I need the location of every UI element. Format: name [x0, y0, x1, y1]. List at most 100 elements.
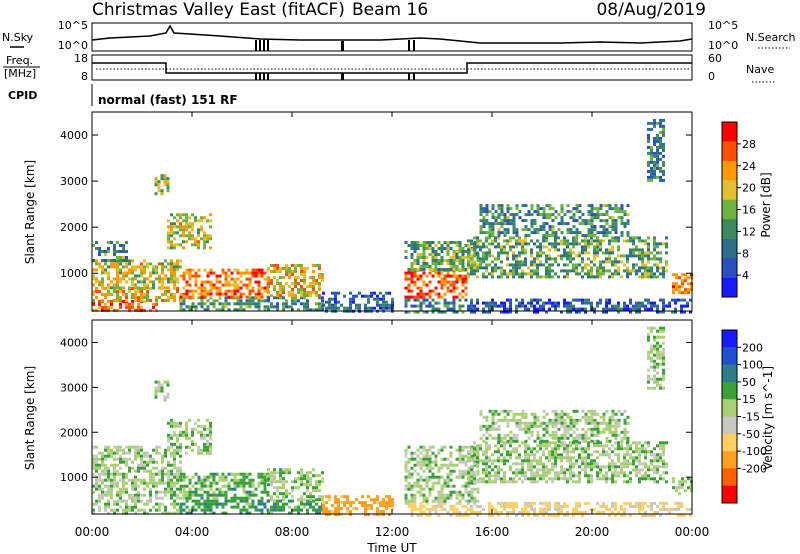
heatmap-cell	[116, 481, 119, 485]
heatmap-cell	[476, 275, 479, 279]
heatmap-cell	[533, 222, 537, 226]
nsky-label: N.Sky	[2, 31, 34, 44]
heatmap-cell	[518, 510, 521, 514]
heatmap-cell	[458, 268, 462, 271]
heatmap-cell	[176, 466, 179, 470]
heatmap-cell	[687, 291, 690, 295]
heatmap-cell	[563, 456, 566, 460]
heatmap-cell	[503, 310, 506, 314]
heatmap-cell	[318, 302, 321, 306]
heatmap-cell	[644, 453, 647, 457]
heatmap-cell	[197, 243, 200, 247]
heatmap-cell	[197, 274, 201, 278]
heatmap-cell	[551, 436, 555, 440]
heatmap-cell	[497, 412, 501, 416]
heatmap-cell	[410, 268, 414, 271]
heatmap-cell	[659, 501, 662, 505]
heatmap-cell	[687, 276, 690, 280]
heatmap-cell	[452, 253, 456, 256]
heatmap-cell	[599, 231, 603, 235]
heatmap-cell	[488, 444, 491, 448]
heatmap-cell	[488, 231, 492, 235]
heatmap-cell	[665, 245, 668, 249]
heatmap-cell	[188, 234, 191, 238]
heatmap-cell	[593, 412, 597, 416]
heatmap-cell	[179, 448, 182, 452]
heatmap-cell	[596, 433, 600, 437]
heatmap-cell	[95, 287, 98, 290]
heatmap-cell	[224, 484, 228, 488]
heatmap-cell	[179, 505, 183, 509]
heatmap-cell	[644, 239, 647, 243]
heatmap-cell	[428, 244, 432, 247]
heatmap-cell	[206, 451, 209, 455]
heatmap-cell	[318, 305, 321, 309]
heatmap-cell	[306, 486, 309, 490]
heatmap-cell	[167, 296, 170, 299]
heatmap-cell	[428, 253, 432, 256]
heatmap-cell	[197, 234, 200, 238]
heatmap-cell	[125, 508, 128, 512]
heatmap-cell	[491, 272, 494, 276]
heatmap-cell	[107, 308, 110, 312]
heatmap-cell	[662, 307, 665, 311]
heatmap-cell	[623, 239, 626, 243]
heatmap-cell	[533, 219, 537, 223]
nsky-panel-frame	[91, 22, 693, 52]
heatmap-cell	[101, 460, 104, 464]
heatmap-cell	[137, 469, 140, 473]
heatmap-cell	[346, 306, 349, 310]
heatmap-cell	[554, 477, 557, 481]
heatmap-cell	[578, 504, 581, 508]
heatmap-cell	[170, 268, 173, 272]
heatmap-cell	[125, 481, 128, 485]
heatmap-cell	[449, 265, 453, 268]
heatmap-cell	[503, 304, 506, 308]
heatmap-cell	[581, 409, 585, 413]
heatmap-cell	[656, 480, 659, 484]
heatmap-cell	[288, 276, 291, 279]
heatmap-cell	[452, 280, 456, 284]
heatmap-cell	[635, 310, 638, 314]
heatmap-cell	[182, 240, 185, 244]
heatmap-cell	[681, 285, 684, 289]
heatmap-cell	[524, 234, 528, 238]
heatmap-cell	[581, 447, 584, 451]
heatmap-cell	[470, 459, 473, 463]
power-region-15	[467, 236, 668, 279]
heatmap-cell	[437, 466, 441, 470]
heatmap-cell	[279, 296, 282, 300]
heatmap-cell	[437, 310, 441, 314]
heatmap-cell	[569, 307, 572, 311]
heatmap-cell	[494, 480, 497, 484]
heatmap-cell	[533, 242, 536, 246]
heatmap-cell	[527, 456, 530, 460]
heatmap-cell	[509, 207, 513, 211]
heatmap-cell	[659, 145, 662, 149]
heatmap-cell	[236, 277, 240, 281]
heatmap-cell	[488, 301, 491, 305]
heatmap-cell	[404, 475, 408, 479]
heatmap-cell	[506, 450, 509, 454]
heatmap-cell	[110, 496, 113, 500]
heatmap-cell	[224, 277, 228, 281]
heatmap-cell	[623, 436, 627, 440]
heatmap-cell	[318, 508, 321, 512]
heatmap-cell	[146, 502, 149, 506]
heatmap-cell	[533, 231, 537, 235]
heatmap-cell	[566, 263, 569, 267]
heatmap-cell	[512, 477, 515, 481]
heatmap-cell	[635, 444, 638, 448]
heatmap-cell	[644, 513, 647, 517]
heatmap-cell	[575, 239, 578, 243]
heatmap-cell	[500, 204, 504, 208]
heatmap-cell	[134, 478, 137, 482]
heatmap-cell	[569, 421, 573, 425]
heatmap-cell	[554, 248, 557, 252]
heatmap-cell	[620, 207, 624, 211]
heatmap-cell	[173, 499, 176, 503]
heatmap-cell	[530, 275, 533, 279]
heatmap-cell	[617, 210, 621, 214]
heatmap-cell	[560, 269, 563, 273]
heatmap-cell	[521, 415, 525, 419]
